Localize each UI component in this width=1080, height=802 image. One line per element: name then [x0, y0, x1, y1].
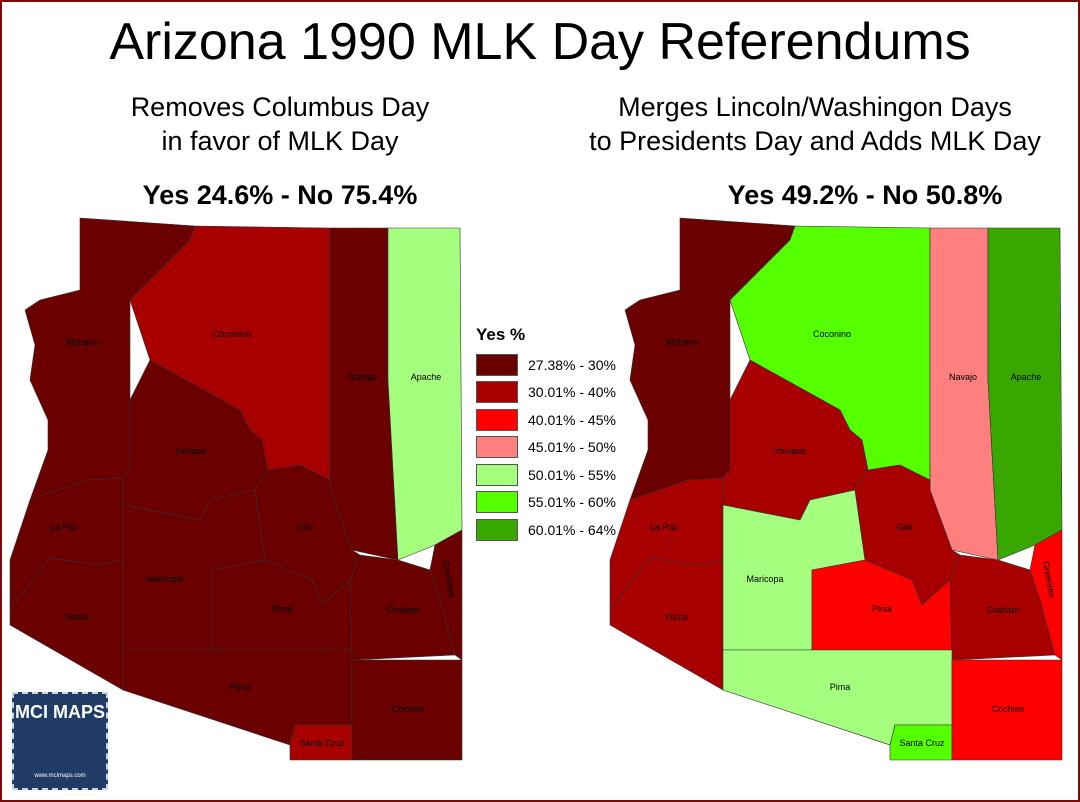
legend-item: 40.01% - 45% [476, 406, 616, 434]
legend-item: 27.38% - 30% [476, 351, 616, 379]
legend-swatch [476, 463, 518, 486]
county-greenlee [1029, 529, 1063, 661]
county-cochise [351, 659, 463, 761]
county-label-cochise: Cochise [392, 704, 425, 714]
county-label-yavapai: Yavapai [774, 446, 806, 456]
left-subtitle-line2: in favor of MLK Day [161, 126, 399, 156]
left-map: Mohave Coconino Navajo Apache Yavapai La Paz Y… [9, 217, 463, 761]
legend-item: 45.01% - 50% [476, 434, 616, 462]
right-subtitle: Merges Lincoln/Washingon Days to Preside… [555, 90, 1075, 158]
legend-label: 40.01% - 45% [528, 411, 616, 428]
legend-label: 55.01% - 60% [528, 494, 616, 511]
county-label-mohave: Mohave [66, 337, 98, 347]
legend-label: 60.01% - 64% [528, 521, 616, 538]
county-label-pinal: Pinal [272, 604, 292, 614]
county-label-yuma: Yuma [664, 612, 687, 622]
legend-item: 50.01% - 55% [476, 461, 616, 489]
county-label-la-paz: La Paz [650, 522, 679, 532]
county-label-santa-cruz: Santa Cruz [899, 738, 945, 748]
right-subtitle-line2: to Presidents Day and Adds MLK Day [589, 126, 1041, 156]
legend-item: 55.01% - 60% [476, 489, 616, 517]
right-map: Mohave Coconino Navajo Apache Yavapai La Paz Y… [609, 217, 1063, 761]
county-label-pinal: Pinal [872, 604, 892, 614]
county-label-graham: Graham [987, 605, 1020, 615]
legend-item: 60.01% - 64% [476, 516, 616, 544]
legend: Yes % 27.38% - 30% 30.01% - 40% 40.01% - 4… [476, 325, 616, 544]
legend-swatch [476, 491, 518, 514]
county-label-navajo: Navajo [949, 372, 977, 382]
county-label-pima: Pima [830, 682, 851, 692]
logo-text: MCI MAPS [15, 702, 105, 722]
county-label-gila: Gila [897, 522, 913, 532]
county-label-gila: Gila [297, 522, 313, 532]
county-label-la-paz: La Paz [50, 522, 79, 532]
right-result: Yes 49.2% - No 50.8% [727, 180, 1003, 210]
county-apache [387, 227, 463, 561]
county-label-pima: Pima [230, 682, 251, 692]
county-greenlee [429, 529, 463, 661]
county-label-maricopa: Maricopa [146, 574, 183, 584]
county-label-yavapai: Yavapai [174, 446, 206, 456]
legend-label: 50.01% - 55% [528, 466, 616, 483]
county-label-coconino: Coconino [813, 329, 851, 339]
right-subtitle-line1: Merges Lincoln/Washingon Days [618, 92, 1012, 122]
left-subtitle: Removes Columbus Day in favor of MLK Day [80, 90, 480, 158]
legend-swatch [476, 353, 518, 376]
county-label-mohave: Mohave [666, 337, 698, 347]
legend-label: 45.01% - 50% [528, 439, 616, 456]
legend-item: 30.01% - 40% [476, 379, 616, 407]
left-result: Yes 24.6% - No 75.4% [142, 180, 418, 210]
legend-swatch [476, 436, 518, 459]
legend-swatch [476, 408, 518, 431]
legend-label: 30.01% - 40% [528, 384, 616, 401]
county-label-apache: Apache [411, 372, 442, 382]
county-santa-cruz [289, 724, 353, 761]
legend-title: Yes % [476, 325, 526, 344]
county-label-maricopa: Maricopa [746, 574, 783, 584]
county-apache [987, 227, 1063, 561]
county-label-coconino: Coconino [213, 329, 251, 339]
left-subtitle-line1: Removes Columbus Day [130, 92, 430, 122]
legend-swatch [476, 381, 518, 404]
mci-maps-logo: MCI MAPS www.mcimaps.com [12, 692, 108, 790]
county-label-santa-cruz: Santa Cruz [299, 738, 345, 748]
county-label-apache: Apache [1011, 372, 1042, 382]
county-santa-cruz [889, 724, 953, 761]
county-label-yuma: Yuma [64, 612, 87, 622]
page-title: Arizona 1990 MLK Day Referendums [109, 13, 971, 71]
county-label-navajo: Navajo [349, 372, 377, 382]
logo-url: www.mcimaps.com [34, 773, 86, 779]
legend-label: 27.38% - 30% [528, 356, 616, 373]
county-cochise [951, 659, 1063, 761]
county-label-graham: Graham [387, 605, 420, 615]
legend-swatch [476, 518, 518, 541]
county-label-cochise: Cochise [992, 704, 1025, 714]
